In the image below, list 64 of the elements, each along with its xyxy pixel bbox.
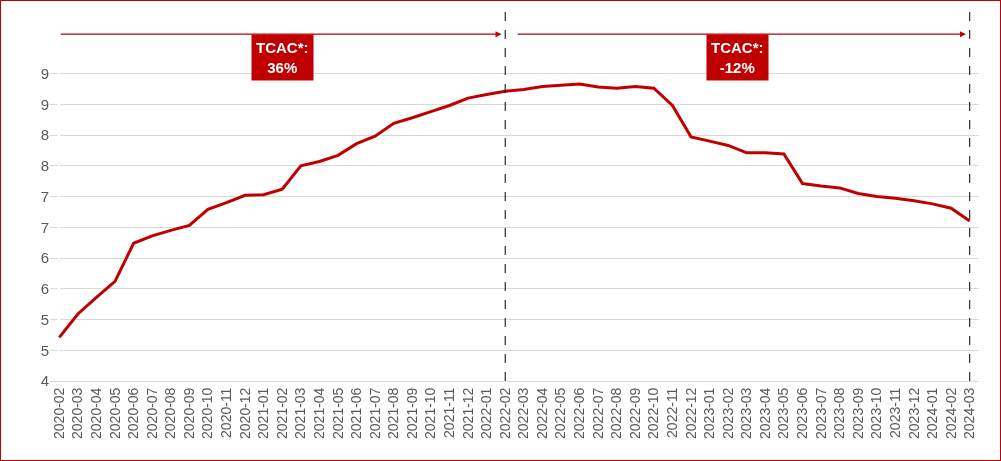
- x-tick-label: 2023-06: [794, 387, 811, 439]
- y-tick-label: 6: [40, 280, 49, 297]
- x-tick-label: 2020-09: [180, 387, 197, 439]
- x-tick-label: 2021-09: [403, 387, 420, 439]
- y-tick-label: 9: [40, 95, 49, 113]
- x-tick-label: 2021-04: [310, 387, 327, 439]
- x-tick-label: 2023-12: [905, 387, 922, 439]
- x-tick-label: 2022-09: [626, 387, 643, 439]
- x-tick-label: 2023-11: [886, 387, 903, 438]
- x-tick-label: 2022-03: [515, 387, 532, 439]
- x-tick-label: 2021-06: [348, 387, 365, 439]
- x-tick-label: 2023-08: [831, 387, 848, 439]
- x-tick-label: 2020-06: [125, 387, 142, 439]
- y-tick-label: 9: [40, 64, 49, 82]
- x-tick-label: 2022-08: [608, 387, 625, 439]
- x-tick-label: 2022-12: [682, 387, 699, 439]
- annotation: TCAC*: 36%: [256, 39, 309, 76]
- x-tick-label: 2023-02: [719, 387, 736, 439]
- x-tick-label: 2024-03: [961, 387, 978, 439]
- x-tick-label: 2024-02: [942, 387, 959, 439]
- y-tick-label: 4: [40, 372, 49, 390]
- y-tick-label: 7: [40, 218, 49, 236]
- line-series: [57, 82, 972, 339]
- y-tick-label: 6: [40, 249, 49, 267]
- x-tick-label: 2020-02: [50, 387, 67, 439]
- x-tick-label: 2021-07: [366, 387, 383, 439]
- x-tick-label: 2022-11: [663, 387, 680, 438]
- x-tick-label: 2022-07: [589, 387, 606, 439]
- x-tick-label: 2020-03: [69, 387, 86, 439]
- x-tick-label: 2022-10: [645, 387, 662, 439]
- x-tick-label: 2021-01: [255, 387, 272, 439]
- x-tick-label: 2023-04: [756, 387, 773, 439]
- x-tick-label: 2024-01: [924, 387, 941, 439]
- x-tick-label: 2021-03: [292, 387, 309, 439]
- x-tick-label: 2023-01: [701, 387, 718, 439]
- x-tick-label: 2023-10: [868, 387, 885, 439]
- x-tick-label: 2020-08: [162, 387, 179, 439]
- x-tick-label: 2021-05: [329, 387, 346, 439]
- x-tick-label: 2023-09: [849, 387, 866, 439]
- y-tick-label: 8: [40, 126, 49, 144]
- x-tick-label: 2022-05: [552, 387, 569, 439]
- y-tick-label: 8: [40, 157, 49, 174]
- x-tick-label: 2020-04: [88, 387, 104, 439]
- x-tick-label: 2021-12: [459, 387, 476, 439]
- x-tick-label: 2022-01: [478, 387, 495, 439]
- x-tick-label: 2022-04: [533, 387, 550, 439]
- x-tick-label: 2020-07: [143, 387, 160, 439]
- x-tick-label: 2021-08: [385, 387, 402, 439]
- x-tick-label: 2022-02: [496, 387, 513, 439]
- x-tick-label: 2020-12: [236, 387, 253, 439]
- x-tick-label: 2020-10: [199, 387, 216, 439]
- x-tick-label: 2022-06: [571, 387, 588, 439]
- annotation: TCAC*: -12%: [711, 39, 764, 76]
- x-tick-label: 2023-03: [738, 387, 755, 439]
- x-tick-label: 2021-10: [422, 387, 439, 439]
- x-tick-label: 2021-11: [441, 387, 458, 438]
- x-tick-label: 2023-05: [775, 387, 792, 439]
- y-tick-label: 5: [40, 341, 49, 359]
- y-tick-label: 5: [40, 310, 49, 328]
- x-tick-label: 2020-11: [218, 387, 235, 438]
- x-tick-label: 2021-02: [273, 387, 290, 439]
- x-tick-label: 2020-05: [106, 387, 123, 439]
- x-tick-label: 2023-07: [812, 387, 829, 439]
- y-tick-label: 7: [40, 187, 49, 205]
